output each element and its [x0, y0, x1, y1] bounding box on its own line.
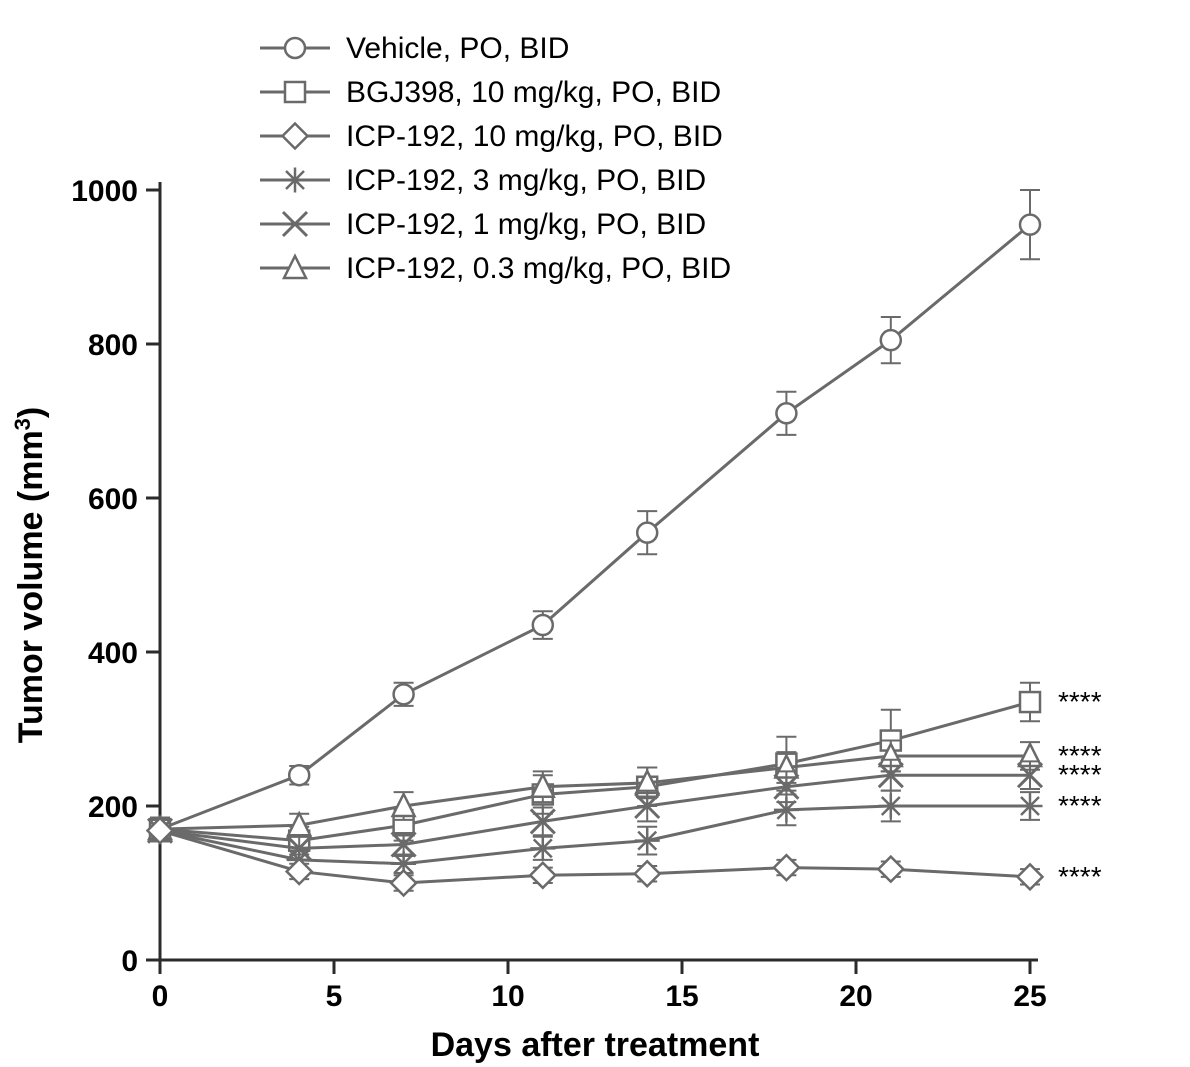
y-tick-label: 1000	[71, 175, 138, 208]
x-tick-label: 10	[491, 980, 524, 1013]
y-tick-label: 200	[88, 791, 138, 824]
y-tick-label: 600	[88, 483, 138, 516]
x-tick-label: 0	[152, 980, 169, 1013]
legend-label-icp03: ICP-192, 0.3 mg/kg, PO, BID	[346, 252, 731, 285]
y-axis-title: Tumor volume (mm3)	[10, 407, 51, 744]
legend-label-vehicle: Vehicle, PO, BID	[346, 32, 569, 65]
significance-icp1: ****	[1058, 759, 1102, 790]
x-axis-title: Days after treatment	[431, 1026, 760, 1064]
x-tick-label: 25	[1013, 980, 1046, 1013]
y-tick-label: 400	[88, 637, 138, 670]
legend-label-icp3: ICP-192, 3 mg/kg, PO, BID	[346, 164, 706, 197]
y-tick-label: 800	[88, 329, 138, 362]
significance-bgj398: ****	[1058, 686, 1102, 717]
legend-label-icp10: ICP-192, 10 mg/kg, PO, BID	[346, 120, 723, 153]
significance-icp10: ****	[1058, 861, 1102, 892]
legend-label-icp1: ICP-192, 1 mg/kg, PO, BID	[346, 208, 706, 241]
x-tick-label: 15	[665, 980, 698, 1013]
x-tick-label: 20	[839, 980, 872, 1013]
chart-svg: 0 200 400 600 800 1000 0 5 10 15 20 25 Days after tr…	[0, 0, 1190, 1067]
legend-label-bgj398: BGJ398, 10 mg/kg, PO, BID	[346, 76, 721, 109]
x-tick-label: 5	[326, 980, 343, 1013]
tumor-volume-chart: 0 200 400 600 800 1000 0 5 10 15 20 25 Days after tr…	[0, 0, 1190, 1067]
y-tick-label: 0	[121, 945, 138, 978]
significance-icp3: ****	[1058, 790, 1102, 821]
